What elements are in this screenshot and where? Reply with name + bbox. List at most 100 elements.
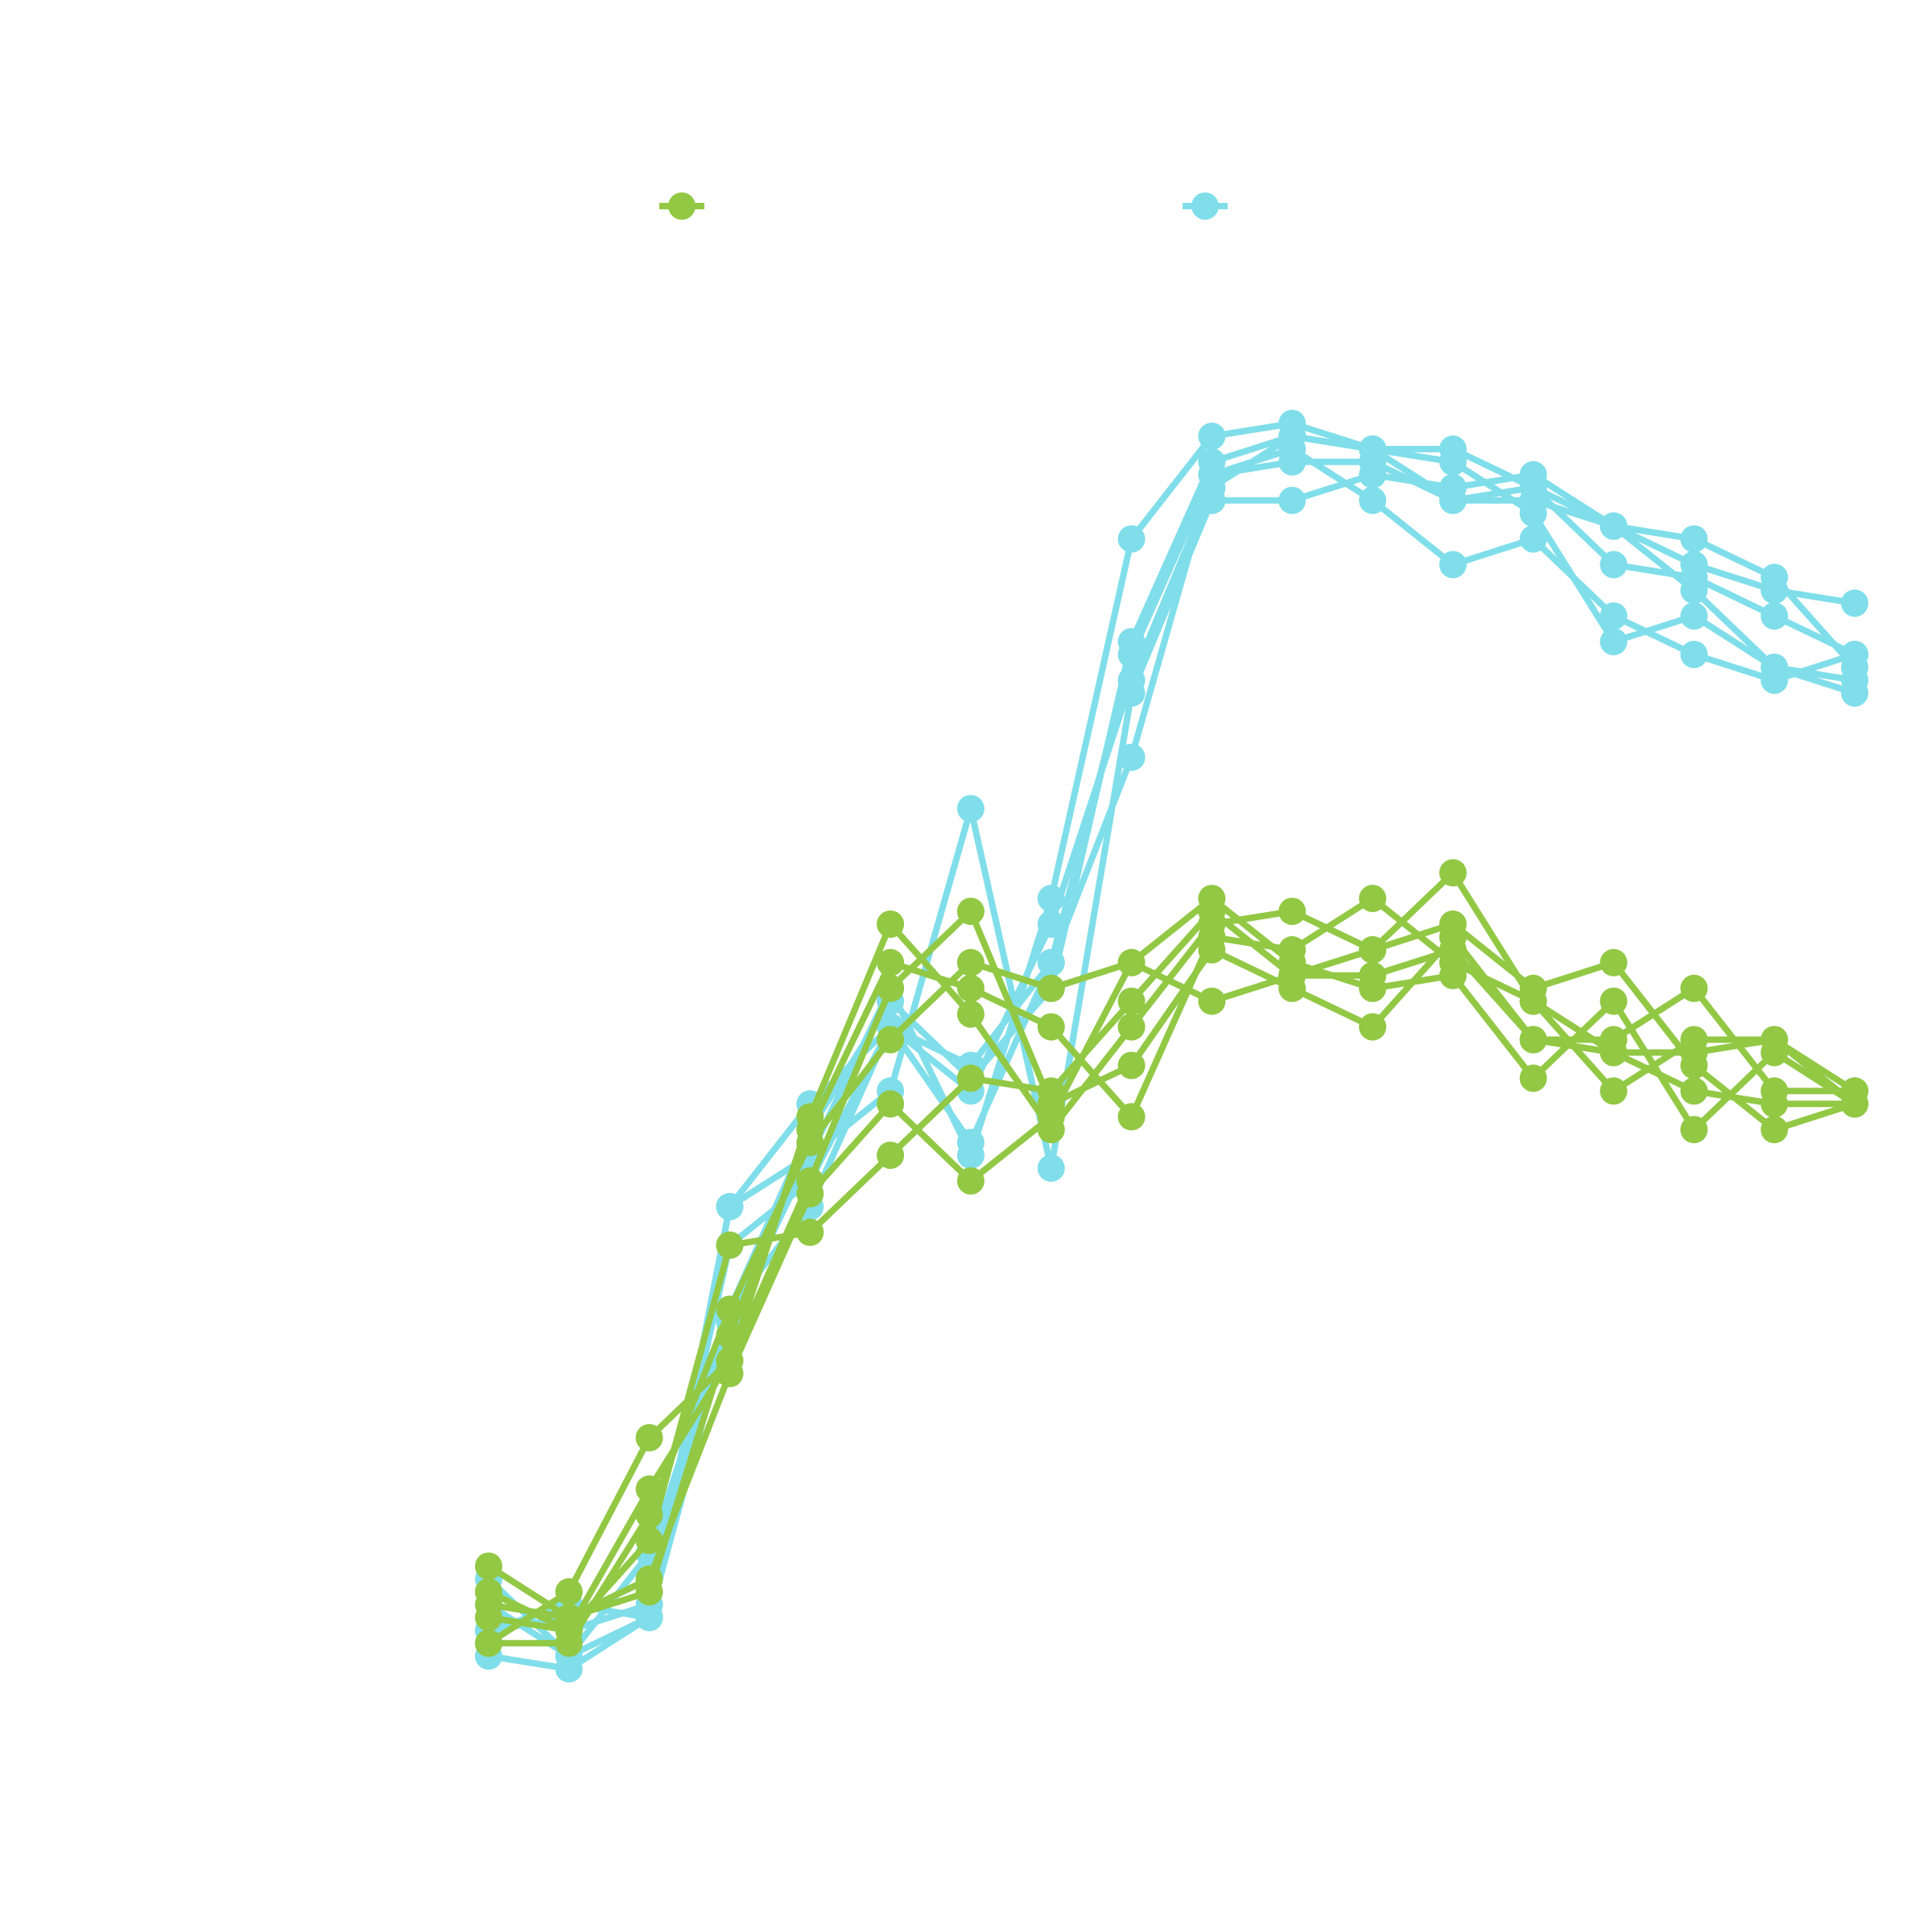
data-point <box>1037 974 1065 1002</box>
legend-marker <box>668 192 696 220</box>
data-point <box>1680 1026 1708 1054</box>
legend <box>659 192 1228 220</box>
data-point <box>1761 1116 1789 1144</box>
data-point <box>1680 974 1708 1002</box>
data-point <box>796 1116 824 1144</box>
data-point <box>1680 641 1708 668</box>
data-point <box>1278 961 1307 989</box>
data-point <box>1519 473 1547 502</box>
plot-area <box>475 410 1868 1683</box>
data-point <box>1117 667 1146 694</box>
data-point <box>475 1629 502 1657</box>
data-point <box>1037 1154 1065 1183</box>
data-point <box>1519 987 1547 1015</box>
data-point <box>1198 473 1226 502</box>
legend-item-2 <box>1183 192 1228 220</box>
data-point <box>635 1501 663 1529</box>
data-point <box>635 1424 663 1451</box>
data-point <box>1439 948 1467 976</box>
data-point <box>1439 486 1467 514</box>
data-point <box>1680 525 1708 553</box>
data-point <box>1600 1038 1628 1067</box>
data-point <box>877 948 905 976</box>
data-point <box>716 1192 744 1220</box>
data-point <box>1198 923 1226 951</box>
data-point <box>555 1604 583 1632</box>
data-point <box>956 948 985 976</box>
data-point <box>1278 935 1307 964</box>
data-point <box>635 1578 663 1606</box>
data-point <box>1600 948 1628 976</box>
data-point <box>1198 422 1226 450</box>
data-point <box>956 898 985 926</box>
data-point <box>1037 1013 1065 1041</box>
data-point <box>635 1604 663 1632</box>
data-point <box>1278 486 1307 514</box>
data-point <box>796 1179 824 1208</box>
data-point <box>956 1000 985 1028</box>
data-point <box>1117 987 1146 1015</box>
series-6 <box>475 422 1868 1645</box>
data-point <box>1117 1103 1146 1131</box>
data-point <box>1117 948 1146 976</box>
data-point <box>1761 654 1789 681</box>
data-point <box>1117 628 1146 656</box>
data-point <box>1117 1051 1146 1080</box>
data-point <box>1519 525 1547 553</box>
data-point <box>877 1141 905 1170</box>
series-line <box>487 908 1855 1634</box>
data-point <box>796 1218 824 1246</box>
data-point <box>1600 512 1628 540</box>
data-point <box>1198 448 1226 476</box>
data-point <box>1198 885 1226 913</box>
data-point <box>1198 987 1226 1015</box>
data-point <box>1519 499 1547 527</box>
data-point <box>1600 551 1628 579</box>
data-point <box>1117 525 1146 553</box>
data-point <box>1037 1103 1065 1131</box>
data-point <box>1359 435 1387 463</box>
legend-item-1 <box>659 192 704 220</box>
data-point <box>1439 435 1467 463</box>
data-point <box>1278 898 1307 926</box>
data-point <box>1761 1090 1789 1118</box>
data-point <box>1761 602 1789 630</box>
data-point <box>1841 589 1868 617</box>
data-point <box>716 1321 744 1349</box>
data-point <box>1359 974 1387 1002</box>
data-point <box>1841 1077 1868 1105</box>
data-point <box>1117 1013 1146 1041</box>
data-point <box>1439 923 1467 951</box>
data-point <box>877 1026 905 1054</box>
data-point <box>475 1591 502 1619</box>
data-point <box>635 1526 663 1554</box>
data-point <box>1117 743 1146 771</box>
data-point <box>956 795 985 823</box>
data-point <box>555 1578 583 1606</box>
data-point <box>956 974 985 1002</box>
data-point <box>1680 564 1708 592</box>
data-point <box>877 1090 905 1118</box>
data-point <box>1359 486 1387 514</box>
data-point <box>475 1552 502 1580</box>
data-point <box>1359 1013 1387 1041</box>
data-point <box>1680 1116 1708 1144</box>
data-point <box>1439 859 1467 887</box>
series-11 <box>475 859 1868 1657</box>
data-point <box>1519 1064 1547 1092</box>
data-point <box>716 1231 744 1259</box>
legend-marker <box>1191 192 1219 220</box>
data-point <box>877 910 905 938</box>
data-point <box>1841 679 1868 707</box>
data-point <box>1841 641 1868 668</box>
data-point <box>1359 935 1387 964</box>
data-point <box>1680 1077 1708 1105</box>
data-point <box>1359 885 1387 913</box>
data-point <box>956 1064 985 1092</box>
data-point <box>555 1629 583 1657</box>
data-point <box>1680 602 1708 630</box>
data-point <box>1037 910 1065 938</box>
data-point <box>1761 564 1789 592</box>
data-point <box>1600 987 1628 1015</box>
